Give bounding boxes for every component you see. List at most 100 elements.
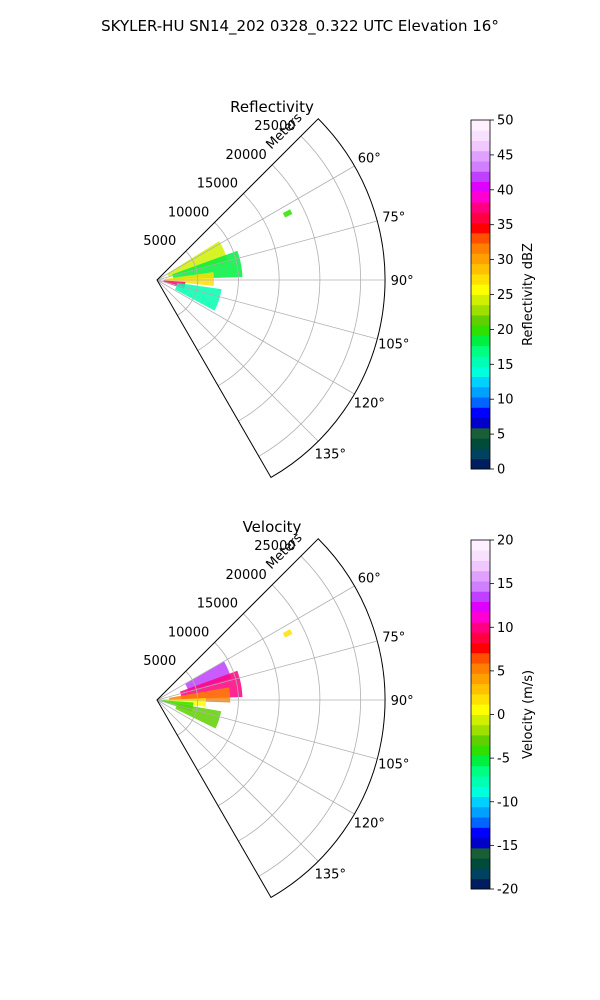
colorbar-tick-label: 50: [497, 114, 514, 129]
colorbar-swatch: [471, 735, 490, 746]
velocity-title: Velocity: [243, 518, 302, 536]
colorbar-swatch: [471, 837, 490, 849]
colorbar-swatch: [471, 591, 490, 602]
range-ring: [197, 222, 239, 351]
colorbar-tick-label: 0: [497, 463, 505, 478]
azimuth-tick-label: 135°: [315, 447, 346, 462]
colorbar-swatch: [471, 243, 490, 254]
colorbar-swatch: [471, 304, 490, 316]
colorbar-swatch: [471, 724, 490, 736]
colorbar-swatch: [471, 611, 490, 623]
echo-region: [165, 272, 214, 286]
azimuth-tick-label: 75°: [382, 631, 405, 646]
colorbar-swatch: [471, 868, 490, 880]
range-tick-label: 5000: [143, 654, 176, 669]
colorbar-swatch: [471, 550, 490, 561]
colorbar-swatch: [471, 140, 490, 152]
colorbar-swatch: [471, 663, 490, 674]
reflectivity-panel: Reflectivity 500010000150002000025000Met…: [143, 98, 536, 479]
colorbar-tick-label: 20: [497, 534, 514, 549]
reflectivity-ppi-plot: 500010000150002000025000Meters60°75°90°1…: [143, 110, 414, 479]
azimuth-gridline: [156, 220, 378, 281]
colorbar-tick-label: 45: [497, 148, 514, 163]
range-ring: [217, 193, 280, 387]
azimuth-gridline: [156, 279, 319, 442]
colorbar-swatch: [471, 448, 490, 460]
sector-outline: [156, 118, 386, 479]
colorbar-tick-label: 15: [497, 358, 514, 373]
colorbar-tick-label: -15: [497, 839, 518, 854]
colorbar-swatch: [471, 120, 490, 131]
range-ring: [177, 670, 199, 736]
azimuth-gridline: [156, 699, 355, 815]
echo-region: [167, 241, 229, 278]
colorbar-swatch: [471, 438, 490, 449]
colorbar-swatch: [471, 294, 490, 306]
colorbar-swatch: [471, 858, 490, 869]
colorbar-tick-label: 0: [497, 708, 505, 723]
azimuth-gridline: [156, 279, 378, 340]
colorbar-swatch: [471, 806, 490, 818]
sector-outline: [156, 538, 386, 899]
colorbar-tick-label: 10: [497, 393, 514, 408]
range-ring: [197, 642, 239, 771]
colorbar-swatch: [471, 683, 490, 695]
colorbar-label: Reflectivity dBZ: [521, 243, 536, 346]
colorbar-swatch: [471, 632, 490, 644]
colorbar-swatch: [471, 407, 490, 419]
colorbar-swatch: [471, 786, 490, 798]
azimuth-gridline: [156, 165, 355, 281]
colorbar-tick-label: 40: [497, 183, 514, 198]
azimuth-tick-label: 105°: [378, 337, 409, 352]
colorbar-swatch: [471, 765, 490, 777]
azimuth-gridline: [156, 279, 355, 395]
azimuth-tick-label: 90°: [391, 274, 414, 289]
colorbar-tick-label: 20: [497, 323, 514, 338]
colorbar-swatch: [471, 652, 490, 664]
colorbar-swatch: [471, 284, 490, 295]
velocity-ppi-plot: 500010000150002000025000Meters60°75°90°1…: [143, 530, 414, 899]
azimuth-tick-label: 60°: [358, 151, 381, 166]
reflectivity-title: Reflectivity: [230, 98, 314, 116]
colorbar-swatch: [471, 366, 490, 378]
colorbar-swatch: [471, 171, 490, 182]
range-ring: [238, 164, 321, 422]
azimuth-tick-label: 75°: [382, 211, 405, 226]
colorbar-label: Velocity (m/s): [521, 670, 536, 759]
range-ring: [258, 555, 361, 877]
colorbar-swatch: [471, 356, 490, 367]
colorbar-tick-label: 15: [497, 577, 514, 592]
colorbar-swatch: [471, 560, 490, 572]
colorbar-swatch: [471, 878, 490, 890]
velocity-colorbar: -20 -15 -10 -5 0 5 10 15 20 Velocity (m/s): [470, 534, 536, 898]
colorbar-tick-label: -20: [497, 883, 518, 898]
colorbar-swatch: [471, 745, 490, 756]
colorbar-swatch: [471, 386, 490, 398]
range-tick-label: 20000: [225, 568, 266, 583]
colorbar-swatch: [471, 253, 490, 265]
azimuth-tick-label: 135°: [315, 867, 346, 882]
colorbar-swatch: [471, 222, 490, 234]
azimuth-gridline: [156, 640, 378, 701]
colorbar-swatch: [471, 570, 490, 582]
colorbar-swatch: [471, 315, 490, 326]
colorbar-swatch: [471, 130, 490, 141]
colorbar-swatch: [471, 581, 490, 592]
colorbar-swatch: [471, 325, 490, 336]
colorbar-swatch: [471, 273, 490, 285]
colorbar-swatch: [471, 817, 490, 828]
echo-region: [175, 703, 222, 729]
colorbar-swatch: [471, 458, 490, 470]
colorbar-swatch: [471, 232, 490, 244]
colorbar-swatch: [471, 202, 490, 213]
range-ring: [258, 135, 361, 457]
range-tick-label: 10000: [168, 205, 209, 220]
range-tick-label: 15000: [197, 597, 238, 612]
azimuth-gridline: [156, 699, 319, 862]
echo-region: [185, 661, 232, 692]
range-tick-label: 10000: [168, 625, 209, 640]
colorbar-swatch: [471, 642, 490, 654]
colorbar-swatch: [471, 427, 490, 439]
colorbar-tick-label: 25: [497, 288, 514, 303]
